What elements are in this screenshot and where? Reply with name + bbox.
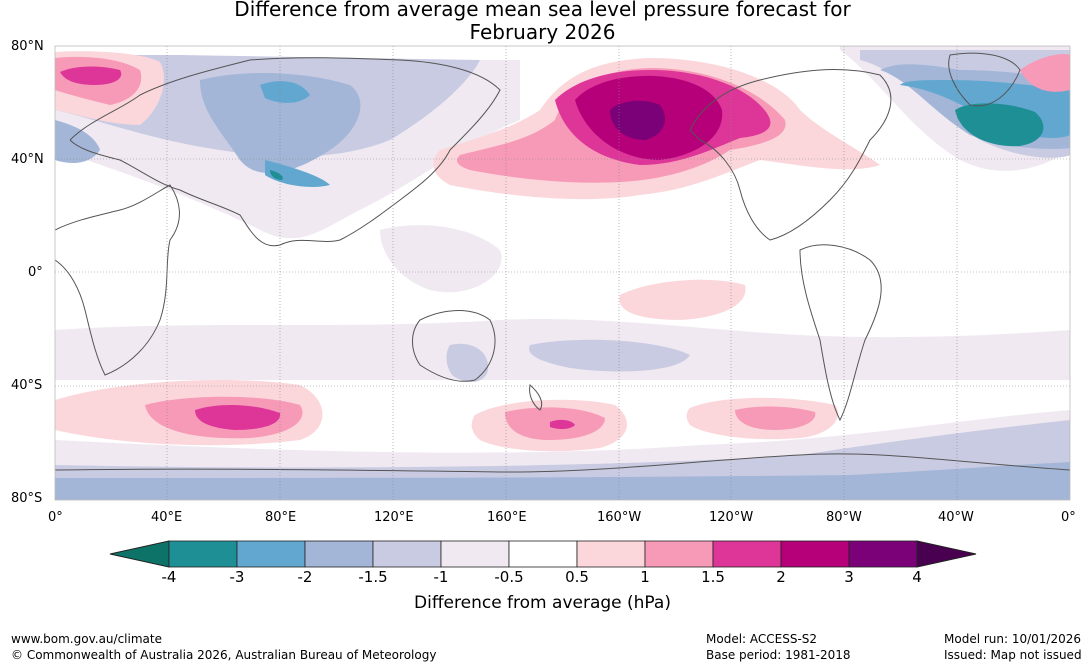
colorbar-tick: -3	[229, 568, 245, 586]
colorbar-tick: -2	[297, 568, 313, 586]
colorbar-tick: 1	[640, 568, 650, 586]
colorbar-tick: -1	[433, 568, 449, 586]
lon-label-80w: 80°W	[826, 510, 862, 525]
lat-label-40n: 40°N	[11, 152, 44, 167]
lon-label-0-left: 0°	[48, 510, 63, 525]
anomaly-field	[55, 46, 1070, 500]
lat-label-80n: 80°N	[11, 39, 44, 54]
footer-website: www.bom.gov.au/climate	[11, 632, 162, 646]
footer-issued: Issued: Map not issued	[944, 648, 1082, 662]
colorbar-swatch	[508, 540, 578, 568]
lon-label-40e: 40°E	[151, 510, 183, 525]
colorbar-tick: 2	[776, 568, 786, 586]
colorbar-label: Difference from average (hPa)	[414, 593, 671, 613]
colorbar-extend-high	[916, 540, 977, 568]
colorbar-tick: 1.5	[701, 568, 725, 586]
lon-label-120w: 120°W	[709, 510, 754, 525]
colorbar-tick: 4	[912, 568, 922, 586]
footer-copyright: © Commonwealth of Australia 2026, Austra…	[11, 648, 437, 662]
colorbar-swatch	[712, 540, 782, 568]
colorbar-tick: -0.5	[494, 568, 524, 586]
colorbar-swatch	[440, 540, 510, 568]
colorbar-swatch	[168, 540, 238, 568]
footer-model: Model: ACCESS-S2	[706, 632, 818, 646]
colorbar-swatch	[848, 540, 918, 568]
colorbar-swatch	[304, 540, 374, 568]
colorbar-swatch	[780, 540, 850, 568]
colorbar	[109, 540, 977, 568]
lat-label-0: 0°	[28, 265, 43, 280]
lon-label-160w: 160°W	[597, 510, 642, 525]
lon-label-120e: 120°E	[374, 510, 414, 525]
lon-label-40w: 40°W	[938, 510, 974, 525]
map-title-line2: February 2026	[469, 20, 616, 44]
colorbar-swatch	[236, 540, 306, 568]
colorbar-tick: 0.5	[565, 568, 589, 586]
colorbar-tick: 3	[844, 568, 854, 586]
footer-base-period: Base period: 1981-2018	[706, 648, 851, 662]
lat-label-80s: 80°S	[11, 491, 43, 506]
lat-label-40s: 40°S	[11, 378, 43, 393]
colorbar-extend-low	[109, 540, 170, 568]
colorbar-swatch	[576, 540, 646, 568]
lon-label-160e: 160°E	[487, 510, 527, 525]
colorbar-swatch	[372, 540, 442, 568]
colorbar-tick: -1.5	[358, 568, 388, 586]
lon-label-0-right: 0°	[1061, 510, 1076, 525]
lon-label-80e: 80°E	[265, 510, 297, 525]
map-frame	[54, 45, 1071, 501]
map-title-line1: Difference from average mean sea level p…	[234, 0, 851, 21]
footer-model-run: Model run: 10/01/2026	[944, 632, 1082, 646]
colorbar-tick: -4	[161, 568, 177, 586]
colorbar-swatch	[644, 540, 714, 568]
